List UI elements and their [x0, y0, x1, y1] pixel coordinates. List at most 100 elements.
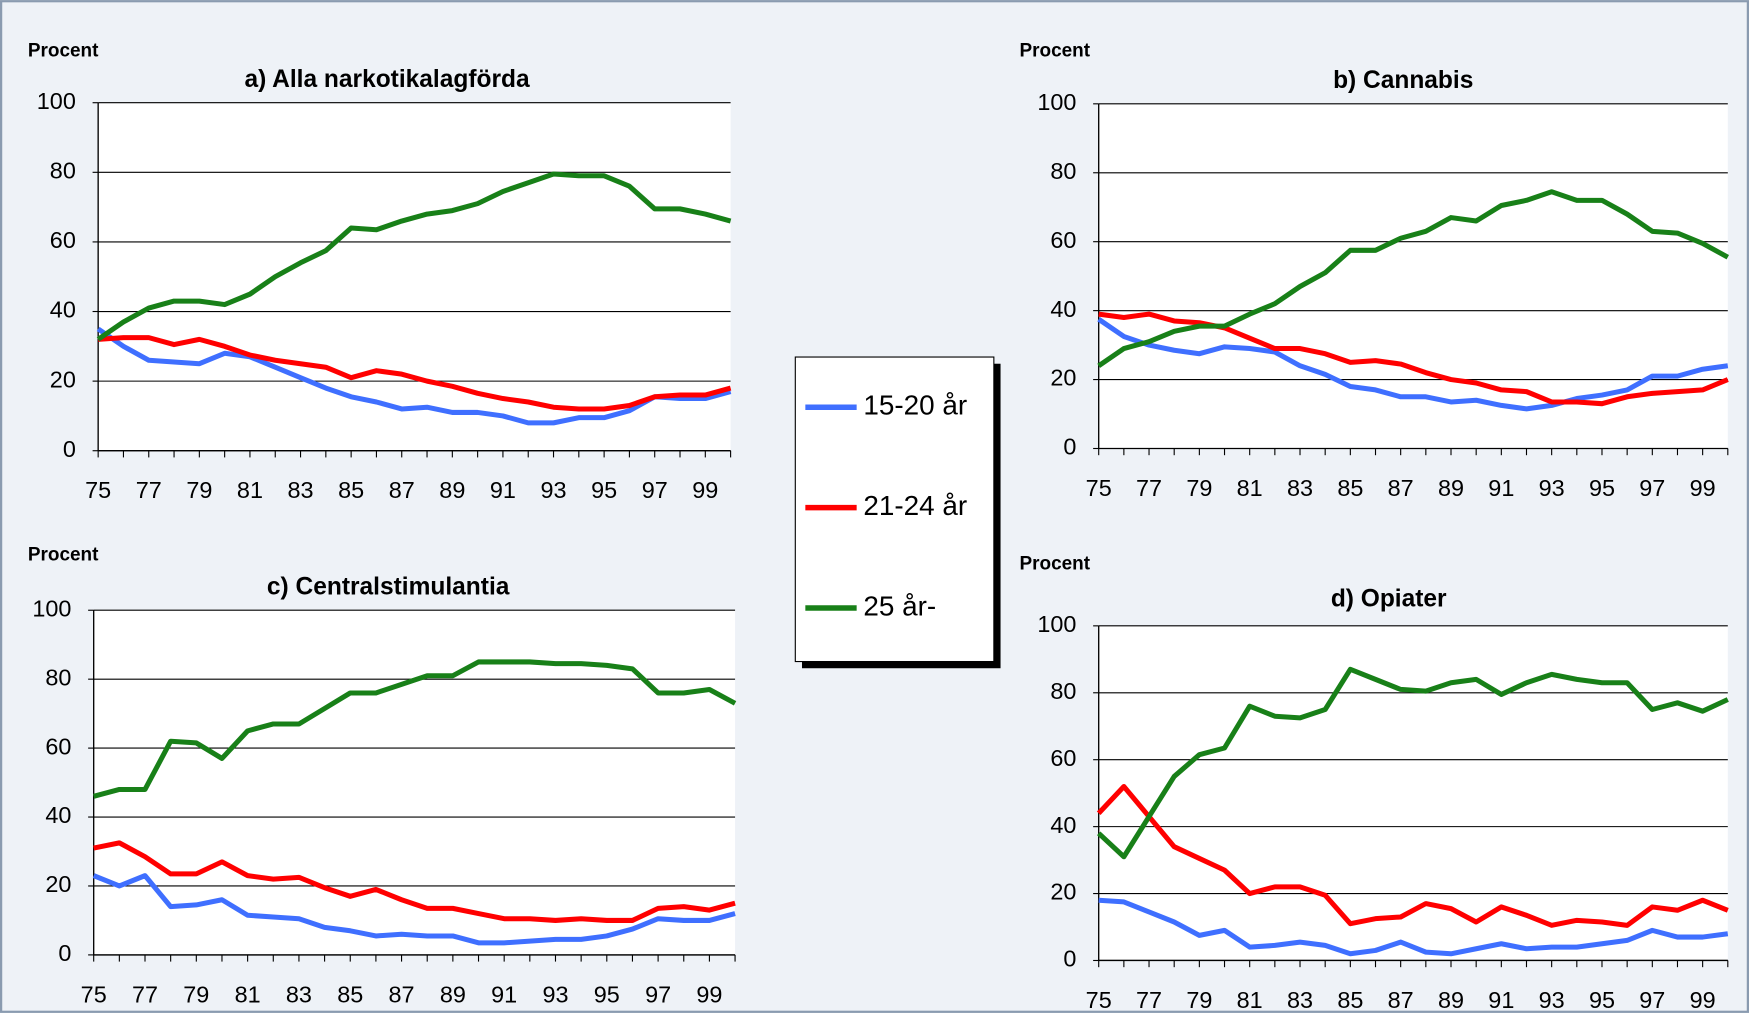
- series-line: [1098, 311, 1729, 407]
- plot-area: [98, 102, 731, 451]
- x-tick-label: 77: [1136, 475, 1162, 501]
- y-tick-label: 0: [1063, 946, 1076, 972]
- legend-label: 15-20 år: [863, 390, 967, 421]
- x-tick-label: 79: [1186, 475, 1212, 501]
- x-tick-label: 75: [81, 981, 107, 1007]
- x-tick-label: 85: [337, 981, 363, 1007]
- chart-title: a) Alla narkotikalagförda: [244, 66, 530, 93]
- x-tick-label: 93: [1539, 987, 1565, 1013]
- x-tick-label: 85: [1337, 475, 1363, 501]
- x-tick-label: 91: [1488, 475, 1514, 501]
- chart-title: c) Centralstimulantia: [267, 573, 510, 600]
- y-tick-label: 80: [1050, 678, 1076, 704]
- x-tick-label: 75: [85, 477, 111, 503]
- x-tick-label: 93: [1539, 475, 1565, 501]
- x-tick-label: 81: [237, 477, 263, 503]
- chart-title: d) Opiater: [1331, 586, 1447, 613]
- series-line: [1096, 666, 1729, 860]
- y-tick-label: 100: [32, 595, 71, 621]
- y-axis-label: Procent: [1020, 40, 1091, 61]
- y-tick-label: 0: [58, 940, 71, 966]
- x-tick-label: 89: [1438, 987, 1464, 1013]
- x-tick-label: 79: [186, 477, 212, 503]
- x-tick-label: 93: [540, 477, 566, 503]
- x-tick-label: 95: [1589, 475, 1615, 501]
- x-tick-label: 81: [235, 981, 261, 1007]
- x-tick-label: 77: [136, 477, 162, 503]
- y-tick-label: 60: [45, 733, 71, 759]
- series-line: [96, 326, 732, 426]
- x-tick-label: 99: [692, 477, 718, 503]
- y-tick-label: 60: [1050, 227, 1076, 253]
- series-line: [1096, 783, 1729, 928]
- x-tick-label: 87: [389, 477, 415, 503]
- series-line: [92, 873, 736, 946]
- chart-title: b) Cannabis: [1333, 67, 1473, 94]
- x-tick-label: 87: [1388, 987, 1414, 1013]
- x-tick-label: 95: [591, 477, 617, 503]
- x-tick-label: 93: [542, 981, 568, 1007]
- y-tick-label: 100: [1037, 89, 1076, 115]
- x-tick-label: 99: [1690, 475, 1716, 501]
- x-tick-label: 87: [389, 981, 415, 1007]
- y-tick-label: 20: [1050, 879, 1076, 905]
- series-line: [93, 840, 736, 923]
- x-tick-label: 97: [1639, 475, 1665, 501]
- x-tick-label: 99: [1690, 987, 1716, 1013]
- series-line: [1098, 897, 1729, 957]
- y-tick-label: 20: [45, 871, 71, 897]
- x-tick-label: 97: [645, 981, 671, 1007]
- y-tick-label: 40: [45, 802, 71, 828]
- x-tick-label: 85: [1337, 987, 1363, 1013]
- y-axis-label: Procent: [28, 40, 99, 61]
- legend-label: 21-24 år: [863, 490, 967, 521]
- legend-label: 25 år-: [863, 590, 936, 621]
- y-tick-label: 40: [50, 297, 76, 323]
- y-tick-label: 80: [50, 158, 76, 184]
- series-line: [93, 659, 737, 799]
- x-tick-label: 77: [1136, 987, 1162, 1013]
- x-tick-label: 97: [642, 477, 668, 503]
- y-tick-label: 20: [50, 366, 76, 392]
- x-tick-label: 75: [1086, 987, 1112, 1013]
- x-tick-label: 83: [1287, 475, 1313, 501]
- x-tick-label: 87: [1388, 475, 1414, 501]
- x-tick-label: 91: [490, 477, 516, 503]
- y-tick-label: 60: [1050, 745, 1076, 771]
- y-tick-label: 80: [1050, 158, 1076, 184]
- x-tick-label: 85: [338, 477, 364, 503]
- y-axis-label: Procent: [1020, 554, 1091, 575]
- x-tick-label: 89: [440, 981, 466, 1007]
- x-tick-label: 95: [1589, 987, 1615, 1013]
- x-tick-label: 91: [1488, 987, 1514, 1013]
- x-tick-label: 99: [696, 981, 722, 1007]
- y-tick-label: 80: [45, 664, 71, 690]
- x-tick-label: 79: [1186, 987, 1212, 1013]
- y-tick-label: 40: [1050, 296, 1076, 322]
- y-tick-label: 0: [1063, 434, 1076, 460]
- x-tick-label: 77: [132, 981, 158, 1007]
- y-tick-label: 20: [1050, 365, 1076, 391]
- x-tick-label: 83: [288, 477, 314, 503]
- series-line: [96, 171, 732, 342]
- x-tick-label: 81: [1237, 475, 1263, 501]
- x-tick-label: 83: [1287, 987, 1313, 1013]
- y-tick-label: 100: [1037, 611, 1076, 637]
- x-tick-label: 83: [286, 981, 312, 1007]
- y-axis-label: Procent: [28, 545, 99, 566]
- series-line: [1097, 189, 1730, 368]
- x-tick-label: 97: [1639, 987, 1665, 1013]
- series-line: [1097, 317, 1729, 412]
- y-tick-label: 40: [1050, 812, 1076, 838]
- y-tick-label: 0: [63, 436, 76, 462]
- x-tick-label: 89: [439, 477, 465, 503]
- x-tick-label: 79: [183, 981, 209, 1007]
- x-tick-label: 91: [491, 981, 517, 1007]
- x-tick-label: 75: [1086, 475, 1112, 501]
- x-tick-label: 89: [1438, 475, 1464, 501]
- y-tick-label: 100: [37, 88, 76, 114]
- x-tick-label: 95: [594, 981, 620, 1007]
- series-line: [97, 335, 732, 412]
